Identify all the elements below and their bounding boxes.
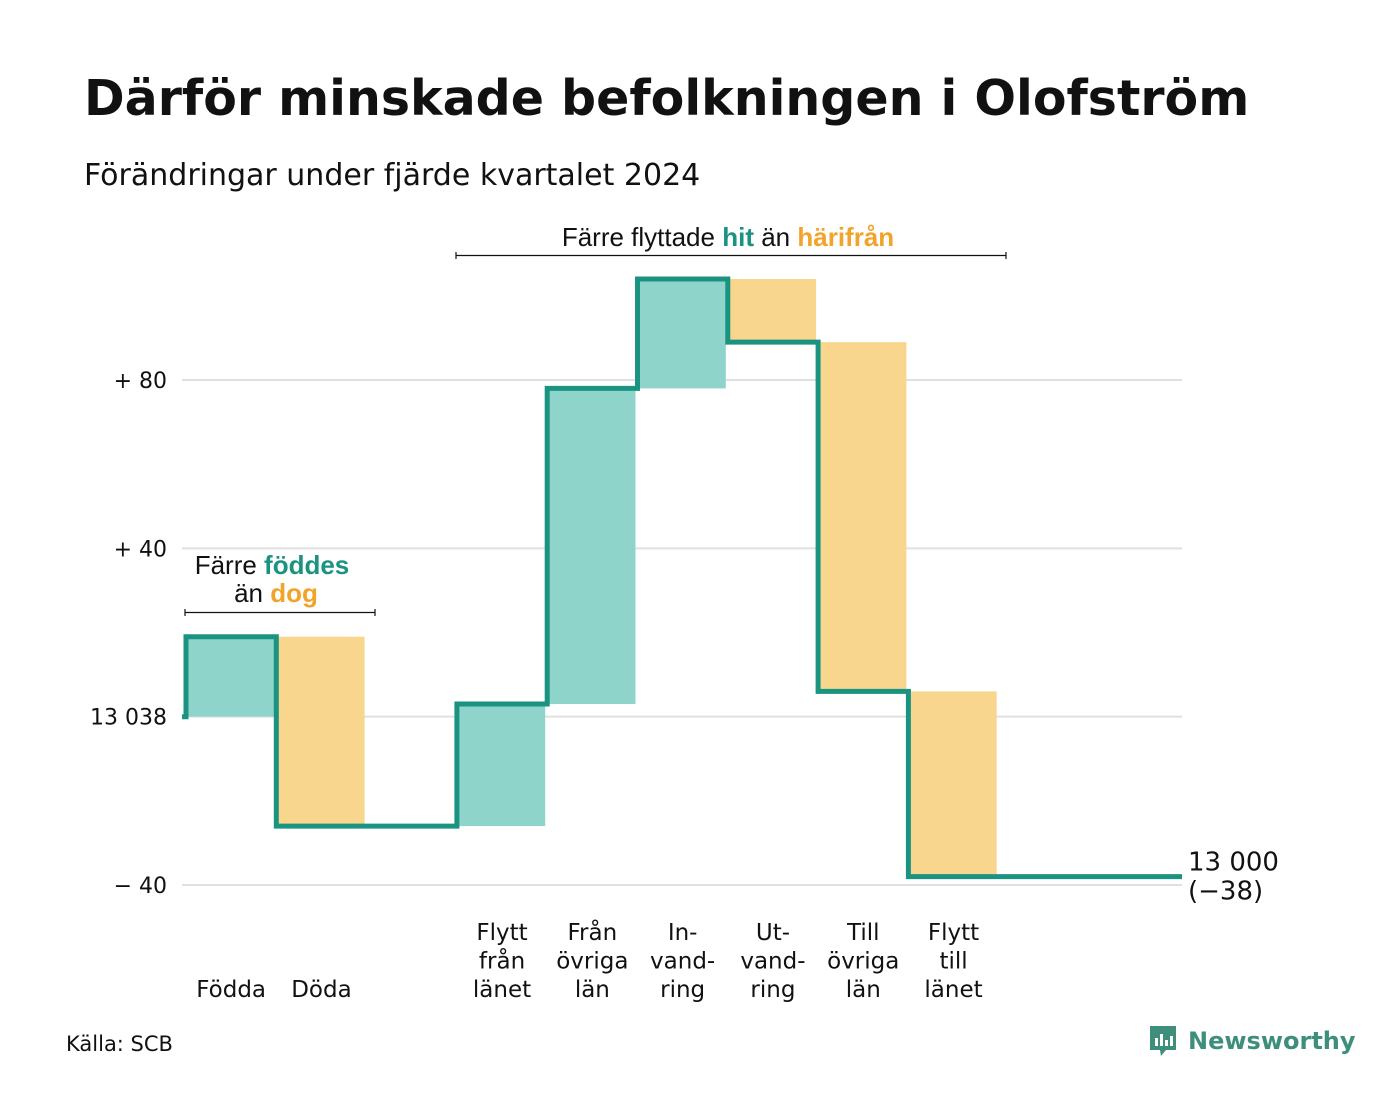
category-label: län — [846, 977, 881, 1003]
annotation-move-text-d: härifrån — [797, 222, 894, 252]
annotation-birth-text-b: föddes — [264, 550, 349, 580]
category-label: Födda — [196, 977, 266, 1003]
category-label: län — [575, 977, 610, 1003]
category-label: Från — [568, 918, 618, 946]
birth-death-annotation: Färre föddes än dog — [184, 550, 376, 616]
category-label: länet — [473, 977, 531, 1003]
inflow-bar — [549, 388, 636, 705]
annotation-move-text-c: än — [754, 222, 797, 252]
category-label: länet — [924, 977, 982, 1003]
source-note: Källa: SCB — [66, 1032, 173, 1056]
y-tick-label: + 80 — [114, 369, 167, 394]
chart-subtitle: Förändringar under fjärde kvartalet 2024 — [84, 158, 701, 193]
end-label-line: (−38) — [1188, 877, 1263, 907]
y-tick-label: 13 038 — [90, 706, 167, 731]
newsworthy-logo-icon — [1150, 1026, 1176, 1056]
category-label: Döda — [291, 977, 351, 1003]
migration-bracket — [455, 252, 1007, 259]
y-axis-tick-labels: + 80 + 40 13 038 − 40 — [90, 369, 167, 899]
brand-name: Newsworthy — [1188, 1027, 1356, 1055]
waterfall-bars — [188, 279, 997, 877]
category-label: Flytt — [476, 920, 527, 946]
cumulative-line — [182, 276, 1182, 880]
category-label: Flytt — [928, 920, 979, 946]
annotation-birth-text-a: Färre — [195, 550, 264, 580]
outflow-bar — [278, 636, 365, 827]
category-labels: Födda DödaFlyttfrånlänetFrånövrigalänIn-v… — [196, 918, 982, 1003]
annotation-birth-text-d: dog — [270, 578, 318, 608]
y-tick-label: + 40 — [114, 537, 167, 562]
svg-text:Färre föddes: Färre föddes — [195, 550, 350, 580]
category-label: In- — [668, 920, 698, 946]
category-label: ring — [750, 977, 795, 1003]
category-label: Ut- — [756, 920, 790, 946]
category-label: vand- — [650, 949, 715, 975]
svg-text:än dog: än dog — [234, 578, 318, 608]
chart-title: Därför minskade befolkningen i Olofström — [84, 70, 1250, 127]
category-label: från — [479, 947, 525, 975]
category-label: ring — [660, 977, 705, 1003]
birth-death-bracket — [184, 609, 376, 616]
outflow-bar — [729, 279, 817, 343]
inflow-bar — [188, 636, 275, 717]
brand-logo[interactable]: Newsworthy — [1148, 1024, 1356, 1058]
category-label: Till — [846, 920, 880, 946]
category-label: till — [939, 949, 967, 975]
svg-text:Färre flyttade hit än härifrån: Färre flyttade hit än härifrån — [562, 222, 894, 252]
inflow-bar — [458, 704, 546, 827]
outflow-bar — [820, 342, 907, 692]
category-label: övriga — [827, 949, 899, 975]
category-label: vand- — [740, 949, 805, 975]
outflow-bar — [910, 691, 997, 877]
end-label-line: 13 000 — [1188, 848, 1279, 878]
annotation-move-text-a: Färre flyttade — [562, 222, 722, 252]
category-label: övriga — [556, 949, 628, 975]
end-value-label: 13 000(−38) — [1188, 848, 1279, 907]
migration-annotation: Färre flyttade hit än härifrån — [455, 222, 1007, 259]
inflow-bar — [639, 279, 726, 389]
cumulative-line-layer — [182, 276, 1182, 880]
annotation-move-text-b: hit — [722, 222, 754, 252]
y-tick-label: − 40 — [114, 874, 167, 899]
annotation-birth-text-c: än — [234, 578, 270, 608]
